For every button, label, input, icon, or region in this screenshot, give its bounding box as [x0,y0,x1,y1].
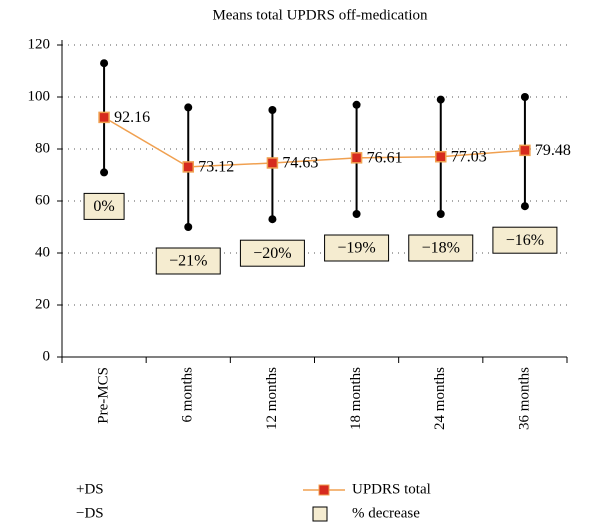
lower-point [520,202,529,211]
legend-label: +DS [76,481,104,497]
decrease-label: −16% [506,232,544,249]
marker [350,152,363,164]
line [103,116,525,168]
decrease-label: −19% [337,240,375,257]
upper-point [520,93,529,101]
y-tick-label: 40 [35,244,50,260]
legend-box [312,506,328,522]
lower-point [100,168,109,177]
legend-marker [318,484,330,496]
decrease-box: −20% [239,239,305,267]
upper-point [352,100,361,109]
chart-title: Means total UPDRS off-medication [212,7,428,23]
data-label: 74.63 [282,155,318,172]
decrease-box: −18% [408,234,474,262]
x-tick-label: 24 months [432,367,448,430]
y-tick-label: 120 [28,36,51,52]
decrease-box: 0% [83,192,125,220]
x-tick-label: Pre-MCS [96,367,112,424]
data-label: 77.03 [451,148,487,165]
upper-point [268,106,277,114]
decrease-box-bg [155,247,221,275]
legend-label: % decrease [352,505,420,521]
marker [98,111,110,124]
decrease-label: 0% [93,198,114,215]
lower-point [436,210,445,218]
upper-point [184,103,193,112]
marker [519,144,531,157]
data-label: 73.12 [198,159,234,176]
decrease-box: −16% [492,226,558,254]
data-label: 79.48 [535,142,571,159]
marker [435,150,447,163]
y-tick-label: 20 [35,296,50,312]
decrease-box-bg [492,226,558,254]
lower-point [268,215,277,224]
legend-label: −DS [76,505,104,521]
decrease-box-bg [324,234,390,262]
decrease-label: −18% [422,240,460,257]
y-tick-label: 60 [35,192,50,208]
upper-point [436,95,445,104]
legend-label: UPDRS total [352,481,431,497]
x-tick-label: 18 months [348,367,364,430]
marker [266,157,279,169]
decrease-label: −20% [253,245,291,262]
data-label: 92.16 [114,109,150,126]
x-tick-label: 12 months [264,367,280,430]
y-tick-label: 100 [28,88,51,104]
decrease-box: −21% [155,247,221,275]
decrease-box-bg [239,239,305,267]
y-tick-label: 80 [35,140,50,156]
data-label: 76.61 [367,149,403,166]
decrease-label: −21% [169,253,207,270]
marker [182,161,194,173]
upper-point [100,59,109,68]
x-tick-label: 6 months [180,367,196,423]
decrease-box: −19% [324,234,390,262]
lower-point [184,223,193,231]
decrease-box-bg [83,192,125,220]
x-tick-label: 36 months [516,367,532,430]
decrease-box-bg [408,234,474,262]
y-tick-label: 0 [43,348,51,364]
lower-point [352,210,361,218]
